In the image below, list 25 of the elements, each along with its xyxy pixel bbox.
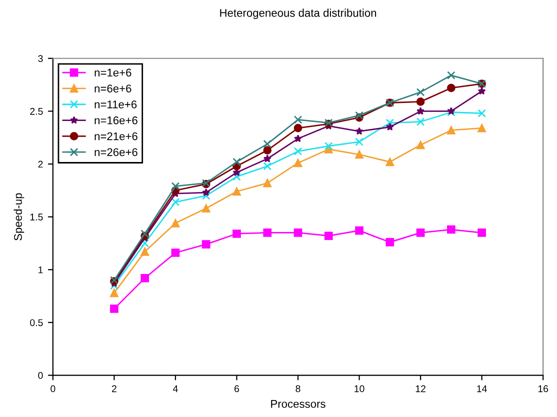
y-tick-label: 2 xyxy=(38,160,43,168)
x-tick-label: 12 xyxy=(416,385,426,392)
chart-title: Heterogeneous data distribution xyxy=(220,8,376,20)
y-tick-label: 0.5 xyxy=(30,319,43,326)
x-tick-label: 16 xyxy=(538,385,548,392)
x-tick-label: 4 xyxy=(172,385,178,392)
y-tick-label: 1 xyxy=(38,266,43,274)
y-tick-label: 2.5 xyxy=(30,108,43,115)
legend-label: n=26e+6 xyxy=(94,148,138,156)
x-tick-label: 2 xyxy=(112,385,116,392)
y-tick-label: 3 xyxy=(38,55,43,62)
y-tick-label: 0 xyxy=(38,372,43,379)
x-axis-title: Processors xyxy=(271,400,326,408)
legend-label: n=6e+6 xyxy=(94,84,132,92)
legend-label: n=1e+6 xyxy=(94,68,132,77)
x-tick-label: 14 xyxy=(477,385,487,392)
legend-label: n=16e+6 xyxy=(94,116,138,124)
x-tick-label: 6 xyxy=(234,385,239,392)
y-tick-label: 1.5 xyxy=(30,214,43,220)
legend-label: n=21e+6 xyxy=(94,132,138,140)
x-tick-label: 8 xyxy=(296,385,300,392)
x-tick-label: 10 xyxy=(354,385,364,392)
y-axis-title: Speed-up xyxy=(14,193,24,240)
x-tick-label: 0 xyxy=(50,385,56,392)
legend-label: n=11e+6 xyxy=(94,100,137,108)
